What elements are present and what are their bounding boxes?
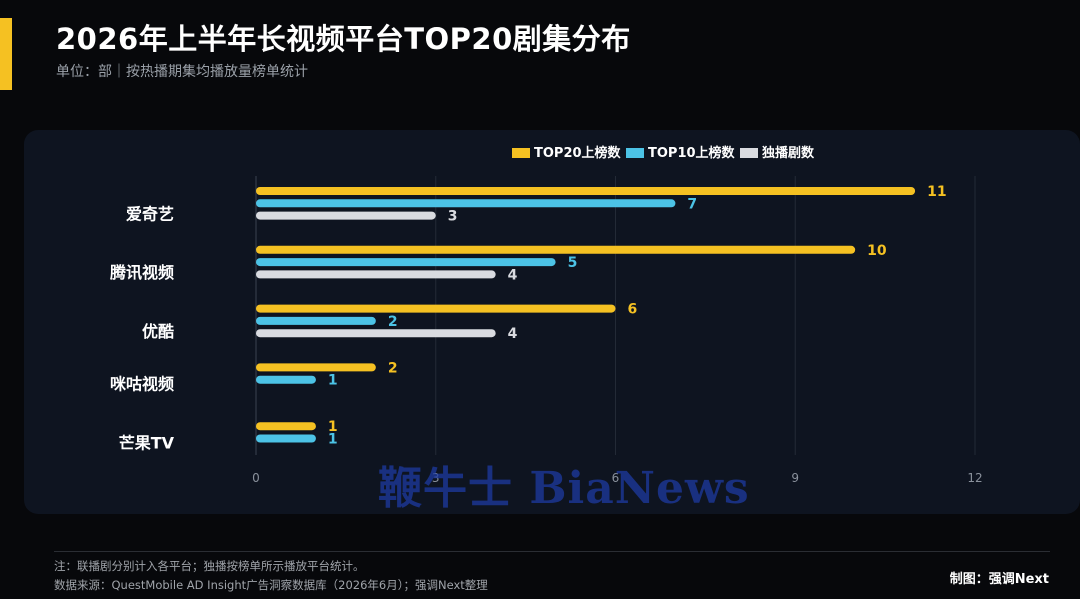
bar xyxy=(256,329,496,338)
legend-label: TOP10上榜数 xyxy=(648,145,736,161)
legend-swatch xyxy=(740,148,758,158)
data-source: 数据来源：QuestMobile AD Insight广告洞察数据库（2026年… xyxy=(54,578,488,592)
category-label: 咪咕视频 xyxy=(110,375,174,394)
watermark-logo: 鞭牛士 BiaNews xyxy=(378,463,750,514)
bar xyxy=(256,363,376,372)
bar xyxy=(256,434,316,443)
data-label: 5 xyxy=(568,255,578,271)
legend-label: TOP20上榜数 xyxy=(534,145,622,161)
accent-bar xyxy=(0,18,12,90)
x-tick-label: 9 xyxy=(791,471,799,485)
category-label: 爱奇艺 xyxy=(126,204,174,223)
data-label: 6 xyxy=(628,302,638,318)
bar xyxy=(256,375,316,384)
bar xyxy=(256,258,556,267)
legend-swatch xyxy=(512,148,530,158)
data-label: 1 xyxy=(328,432,338,448)
data-label: 2 xyxy=(388,314,398,330)
x-tick-label: 0 xyxy=(252,471,260,485)
data-label: 7 xyxy=(687,196,697,212)
bar xyxy=(256,316,376,325)
x-tick-label: 6 xyxy=(612,471,620,485)
bar xyxy=(256,304,616,313)
page-subtitle: 单位：部｜按热播期集均播放量榜单统计 xyxy=(56,64,308,80)
bar xyxy=(256,245,856,254)
data-label: 3 xyxy=(448,209,458,225)
bar xyxy=(256,211,436,220)
category-label: 腾讯视频 xyxy=(110,263,174,282)
footer-divider xyxy=(54,551,1050,552)
data-label: 2 xyxy=(388,360,398,376)
legend-swatch xyxy=(626,148,644,158)
x-tick-label: 3 xyxy=(432,471,440,485)
bar xyxy=(256,270,496,279)
page-title: 2026年上半年长视频平台TOP20剧集分布 xyxy=(56,22,631,56)
data-label: 10 xyxy=(867,243,887,259)
chart-credit: 制图：强调Next xyxy=(949,572,1049,587)
x-tick-label: 12 xyxy=(967,471,982,485)
bar xyxy=(256,422,316,431)
footnote: 注：联播剧分别计入各平台；独播按榜单所示播放平台统计。 xyxy=(54,559,365,573)
category-label: 优酷 xyxy=(142,322,174,341)
category-label: 芒果TV xyxy=(119,433,175,452)
data-label: 4 xyxy=(508,267,518,283)
bar xyxy=(256,187,916,195)
data-label: 11 xyxy=(927,184,946,200)
data-label: 1 xyxy=(328,419,338,435)
data-label: 1 xyxy=(328,373,338,389)
bar xyxy=(256,199,676,208)
legend-label: 独播剧数 xyxy=(762,145,815,161)
data-label: 4 xyxy=(508,326,518,342)
